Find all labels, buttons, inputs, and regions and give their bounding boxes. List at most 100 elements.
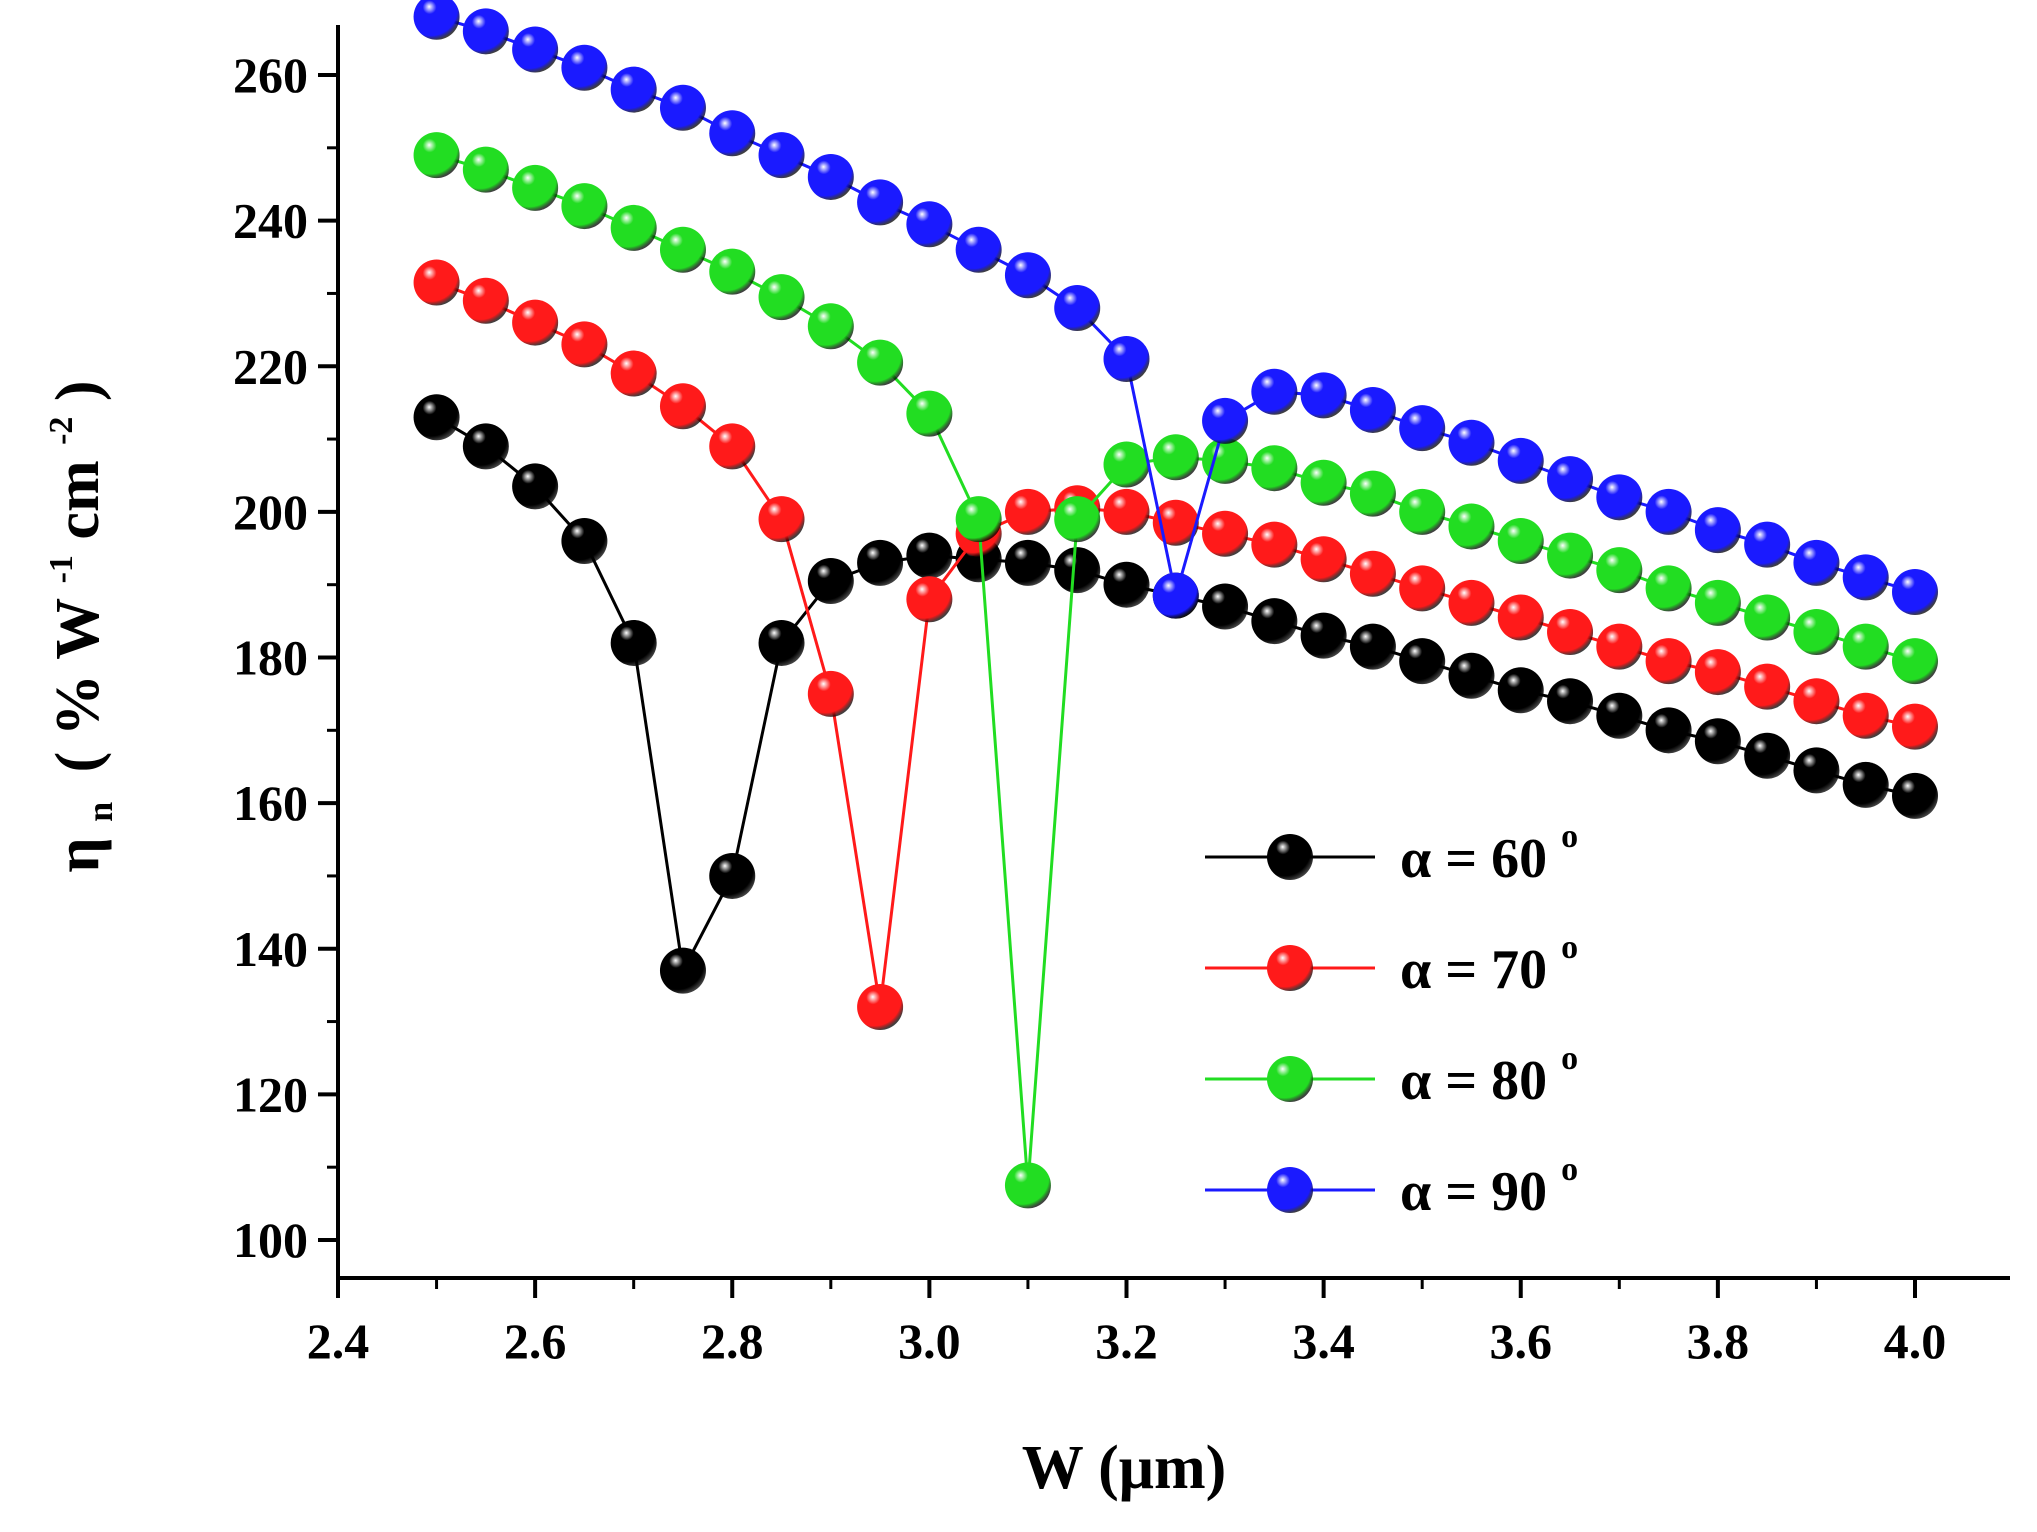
data-point [1004,1162,1051,1209]
data-point [1251,521,1298,568]
y-tick-label: 100 [233,1212,308,1268]
data-point [1202,437,1249,484]
data-point [1448,503,1495,550]
legend-degree: o [1561,1151,1578,1188]
data-point [610,204,657,251]
data-point [659,383,706,430]
data-point [1202,510,1249,557]
data-point [807,670,854,717]
legend-marker [1267,1056,1313,1102]
data-point [1892,703,1938,750]
legend-marker [1267,1167,1313,1213]
data-point [1547,609,1594,656]
data-point [1448,579,1495,626]
data-point [1547,456,1594,503]
data-point [1497,594,1544,641]
data-point [512,164,559,211]
data-point [1399,405,1446,452]
data-point [1694,718,1741,765]
data-point [1399,638,1446,685]
data-point [1202,397,1249,444]
data-point [807,558,854,605]
data-point [561,183,608,230]
legend-label-text: α = 70 [1400,939,1547,1001]
x-tick-label: 4.0 [1884,1313,1947,1369]
legend-marker [1267,945,1313,991]
data-point [1694,579,1741,626]
x-tick-label: 3.6 [1490,1313,1553,1369]
data-point [1694,649,1741,696]
legend-label: α = 70 o [1400,929,1578,1001]
data-point [1152,572,1199,619]
data-point [1152,434,1199,481]
data-point [1596,692,1643,739]
data-point [1497,518,1544,564]
data-point [561,44,608,91]
legend-degree: o [1561,818,1578,855]
data-point [906,201,953,248]
data-point [758,274,805,321]
series-3 [413,132,1938,1209]
data-point [610,66,657,113]
data-point [1448,652,1495,699]
y-axis-unit2-exponent: -2 [43,417,80,445]
data-point [1448,419,1495,466]
series-line [436,281,1916,1008]
y-axis-unit2: cm [44,460,112,539]
data-point [610,619,657,666]
data-point [906,390,953,437]
y-tick-label: 120 [233,1066,308,1122]
y-axis-subscript: n [80,802,120,822]
legend-degree: o [1561,929,1578,966]
y-tick-label: 180 [233,630,308,686]
data-point [1744,594,1791,641]
data-point [857,339,904,386]
y-axis-unit1-exponent: -1 [43,555,80,583]
data-point [1251,445,1298,492]
data-point [1251,598,1298,645]
data-point [1004,539,1051,586]
data-point [1054,547,1101,594]
x-tick-label: 3.0 [898,1313,961,1369]
y-tick-label: 240 [233,193,308,249]
legend-item: α = 90 o [1205,1151,1578,1223]
data-point [659,947,706,994]
data-point [610,350,657,397]
data-point [1300,372,1347,419]
x-tick-label: 3.2 [1095,1313,1158,1369]
data-point [1547,532,1594,579]
legend-degree: o [1561,1040,1578,1077]
legend-item: α = 60 o [1205,818,1578,890]
data-point [512,299,559,346]
data-point [807,153,854,200]
data-point [758,619,805,666]
data-point [1251,368,1298,415]
data-point [807,303,854,350]
legend: α = 60 o α = 70 o α = 80 o α = 90 o [1205,818,1578,1223]
data-point [1004,488,1051,535]
data-point [512,26,559,73]
y-tick-label: 260 [233,47,308,103]
data-point [561,321,608,368]
y-axis-close-paren: ) [44,380,112,401]
data-point [1300,459,1347,506]
y-axis-unit1: W [44,598,112,660]
data-point [413,259,460,306]
series-4 [413,0,1938,619]
data-point [561,518,608,564]
data-point [1892,772,1938,819]
data-point [1744,663,1791,710]
data-point [1103,441,1150,488]
series-1 [413,394,1938,994]
data-point [1842,554,1889,601]
data-point [1300,612,1347,659]
y-tick-label: 200 [233,484,308,540]
legend-label: α = 60 o [1400,818,1578,890]
data-point [1892,638,1938,685]
x-tick-label: 2.6 [504,1313,567,1369]
data-point [1645,565,1692,612]
data-point [955,496,1002,543]
data-point [462,8,509,55]
data-point [1694,507,1741,554]
